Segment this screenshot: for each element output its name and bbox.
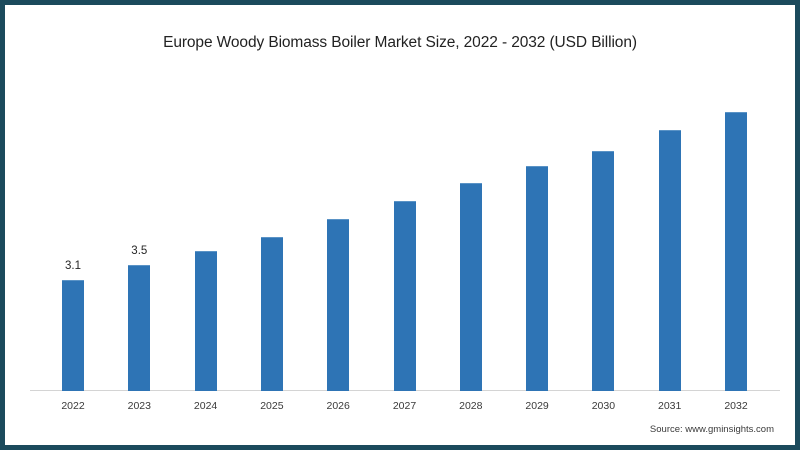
bar-2023[interactable] — [128, 265, 151, 391]
chart-title: Europe Woody Biomass Boiler Market Size,… — [163, 34, 637, 51]
bar-2022[interactable] — [62, 279, 84, 391]
bar-2024[interactable] — [194, 251, 217, 391]
x-tick-label-2023: 2023 — [127, 400, 151, 412]
x-tick-label-2027: 2027 — [392, 400, 417, 412]
bar-2030[interactable] — [592, 151, 615, 391]
x-tick-label-2029: 2029 — [525, 400, 549, 412]
source-attribution: Source: www.gminsights.com — [649, 424, 774, 435]
x-tick-label-2028: 2028 — [459, 400, 483, 412]
x-tick-label-2026: 2026 — [326, 400, 350, 412]
bar-2029[interactable] — [526, 165, 549, 391]
x-tick-label-2022: 2022 — [61, 400, 85, 412]
bar-2027[interactable] — [393, 201, 416, 391]
bar-2028[interactable] — [459, 183, 482, 391]
x-tick-label-2031: 2031 — [658, 400, 682, 412]
bar-2025[interactable] — [260, 236, 283, 391]
bar-2026[interactable] — [327, 219, 350, 391]
chart-canvas: Europe Woody Biomass Boiler Market Size,… — [8, 8, 792, 442]
x-tick-label-2025: 2025 — [260, 400, 284, 412]
x-tick-label-2024: 2024 — [193, 400, 218, 412]
bar-value-label-2022: 3.1 — [65, 259, 81, 272]
x-tick-label-2032: 2032 — [724, 400, 748, 412]
bar-2031[interactable] — [658, 130, 681, 391]
bar-2032[interactable] — [725, 112, 747, 391]
x-tick-label-2030: 2030 — [591, 400, 616, 412]
bar-value-label-2023: 3.5 — [131, 245, 148, 258]
plot-area: 3.1 2022 3.5 2023 2024 2025 2026 2027 2028 2029 20… — [8, 8, 792, 442]
